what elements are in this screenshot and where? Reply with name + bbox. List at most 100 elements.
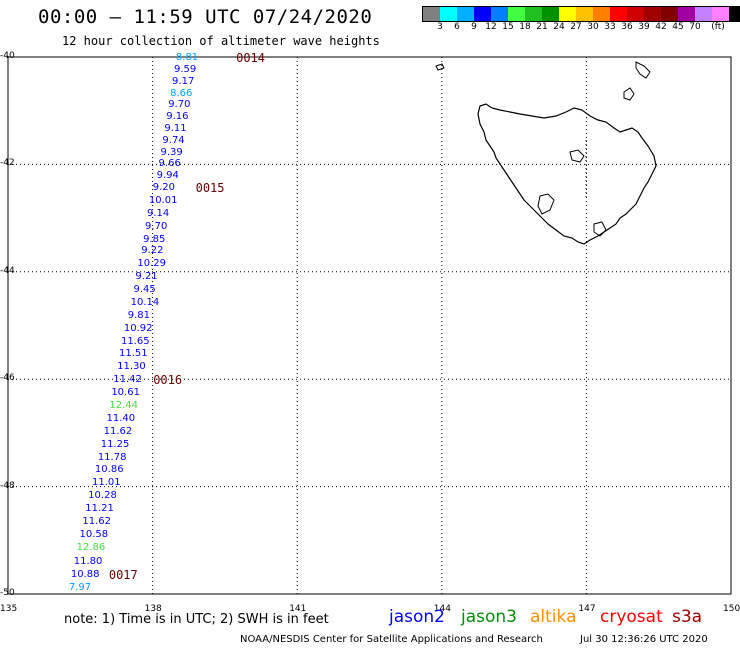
legend-swatch bbox=[542, 7, 559, 21]
legend-swatch bbox=[508, 7, 525, 21]
legend-label: 24 bbox=[553, 22, 565, 32]
tasmania-coastline bbox=[477, 103, 657, 245]
lake-outline bbox=[569, 149, 585, 163]
legend-label: 3 bbox=[437, 22, 443, 32]
legend-label: 33 bbox=[604, 22, 616, 32]
wave-height-value: 10.28 bbox=[88, 490, 117, 502]
time-label: 0016 bbox=[153, 373, 183, 388]
wave-height-value: 9.20 bbox=[152, 182, 176, 194]
lon-tick-label: 150 bbox=[723, 604, 740, 614]
wave-height-value: 11.80 bbox=[73, 555, 103, 567]
wave-height-value: 11.65 bbox=[120, 335, 150, 347]
legend-label: (ft) bbox=[711, 22, 725, 32]
legend-label: 12 bbox=[485, 22, 497, 32]
legend-swatch bbox=[440, 7, 457, 21]
lat-tick-label: -46 bbox=[0, 373, 15, 384]
wave-height-value: 9.39 bbox=[160, 146, 183, 158]
legend-label: 70 bbox=[689, 22, 701, 32]
lon-tick-label: 144 bbox=[433, 604, 451, 614]
wave-height-value: 9.81 bbox=[127, 309, 150, 321]
wave-height-value: 11.40 bbox=[106, 412, 136, 424]
legend-label: 39 bbox=[638, 22, 650, 32]
wave-height-value: 10.01 bbox=[148, 194, 178, 206]
wave-height-value: 8.66 bbox=[170, 87, 193, 99]
wave-height-value: 10.86 bbox=[94, 464, 124, 476]
wave-height-value: 11.62 bbox=[103, 425, 133, 437]
wave-height-value: 11.25 bbox=[100, 438, 130, 450]
satellite-label-jason3: jason3 bbox=[461, 607, 517, 627]
lat-tick-label: -40 bbox=[0, 51, 15, 61]
wave-height-value: 10.88 bbox=[70, 568, 100, 580]
legend-swatch bbox=[661, 7, 678, 21]
lat-tick-label: -42 bbox=[0, 158, 15, 169]
lat-tick-label: -44 bbox=[0, 265, 15, 276]
satellite-label-jason2: jason2 bbox=[389, 607, 445, 627]
lat-tick-label: -50 bbox=[0, 588, 15, 598]
wave-height-value: 9.22 bbox=[141, 245, 164, 257]
legend-label: 18 bbox=[519, 22, 531, 32]
legend-swatch bbox=[610, 7, 627, 21]
wave-height-value: 10.58 bbox=[79, 528, 109, 540]
legend-swatch bbox=[695, 7, 712, 21]
legend-label: 15 bbox=[502, 22, 514, 32]
footer-note: note: 1) Time is in UTC; 2) SWH is in fe… bbox=[64, 612, 329, 627]
legend-label: 45 bbox=[672, 22, 684, 32]
legend-label: 42 bbox=[655, 22, 667, 32]
map-title: 00:00 – 11:59 UTC 07/24/2020 bbox=[38, 6, 373, 28]
legend-swatch bbox=[644, 7, 661, 21]
satellite-label-cryosat: cryosat bbox=[600, 607, 663, 627]
legend-swatch bbox=[678, 7, 695, 21]
time-label: 0017 bbox=[108, 567, 138, 582]
wave-height-value: 8.81 bbox=[175, 52, 199, 64]
wave-height-value: 9.21 bbox=[135, 271, 158, 283]
legend-swatch bbox=[729, 7, 740, 21]
satellite-label-s3a: s3a bbox=[672, 607, 703, 627]
wave-height-value: 11.78 bbox=[97, 451, 127, 463]
wave-height-value: 11.42 bbox=[113, 374, 142, 386]
legend-label: 9 bbox=[471, 22, 477, 32]
lon-tick-label: 135 bbox=[0, 604, 18, 614]
legend-swatch bbox=[474, 7, 491, 21]
map-subtitle: 12 hour collection of altimeter wave hei… bbox=[62, 34, 380, 48]
wave-height-value: 9.45 bbox=[133, 284, 156, 296]
wave-height-value: 10.14 bbox=[130, 296, 160, 308]
legend-swatch bbox=[457, 7, 474, 21]
wave-height-value: 9.94 bbox=[156, 170, 179, 182]
legend-label: 21 bbox=[536, 22, 548, 32]
wave-height-value: 9.70 bbox=[168, 99, 191, 111]
legend-swatch bbox=[559, 7, 576, 21]
wave-height-value: 9.14 bbox=[146, 207, 170, 219]
legend-swatch bbox=[576, 7, 593, 21]
wave-height-value: 12.86 bbox=[76, 541, 106, 553]
wave-height-value: 9.17 bbox=[172, 75, 195, 87]
lake-outline bbox=[537, 193, 555, 215]
legend-swatch bbox=[525, 7, 542, 21]
cape-barren-island-coastline bbox=[623, 87, 635, 101]
wave-height-value: 11.51 bbox=[119, 348, 148, 360]
flinders-island-coastline bbox=[635, 61, 651, 79]
wave-height-value: 11.01 bbox=[92, 477, 121, 489]
wave-height-value: 12.44 bbox=[109, 400, 139, 412]
wave-height-value: 9.11 bbox=[164, 122, 187, 134]
wave-height-value: 7.97 bbox=[68, 581, 92, 593]
timestamp: Jul 30 12:36:26 UTC 2020 bbox=[580, 634, 708, 645]
wave-height-value: 10.61 bbox=[111, 387, 140, 399]
time-label: 0014 bbox=[236, 51, 265, 66]
legend-swatch bbox=[491, 7, 508, 21]
wave-height-value: 9.59 bbox=[173, 63, 197, 75]
lon-tick-label: 141 bbox=[289, 604, 307, 614]
lon-tick-label: 138 bbox=[144, 604, 162, 614]
king-island-coastline bbox=[435, 63, 445, 71]
lat-tick-label: -48 bbox=[0, 480, 15, 491]
wave-height-value: 10.92 bbox=[123, 322, 153, 334]
wave-height-value: 9.70 bbox=[145, 220, 168, 232]
lon-tick-label: 147 bbox=[578, 604, 596, 614]
time-label: 0015 bbox=[195, 181, 225, 196]
legend-swatch bbox=[627, 7, 644, 21]
legend-swatch bbox=[423, 7, 440, 21]
wave-height-value: 9.85 bbox=[143, 233, 166, 245]
legend-swatch bbox=[593, 7, 610, 21]
legend-swatch bbox=[712, 7, 729, 21]
wave-height-value: 11.30 bbox=[117, 361, 146, 373]
